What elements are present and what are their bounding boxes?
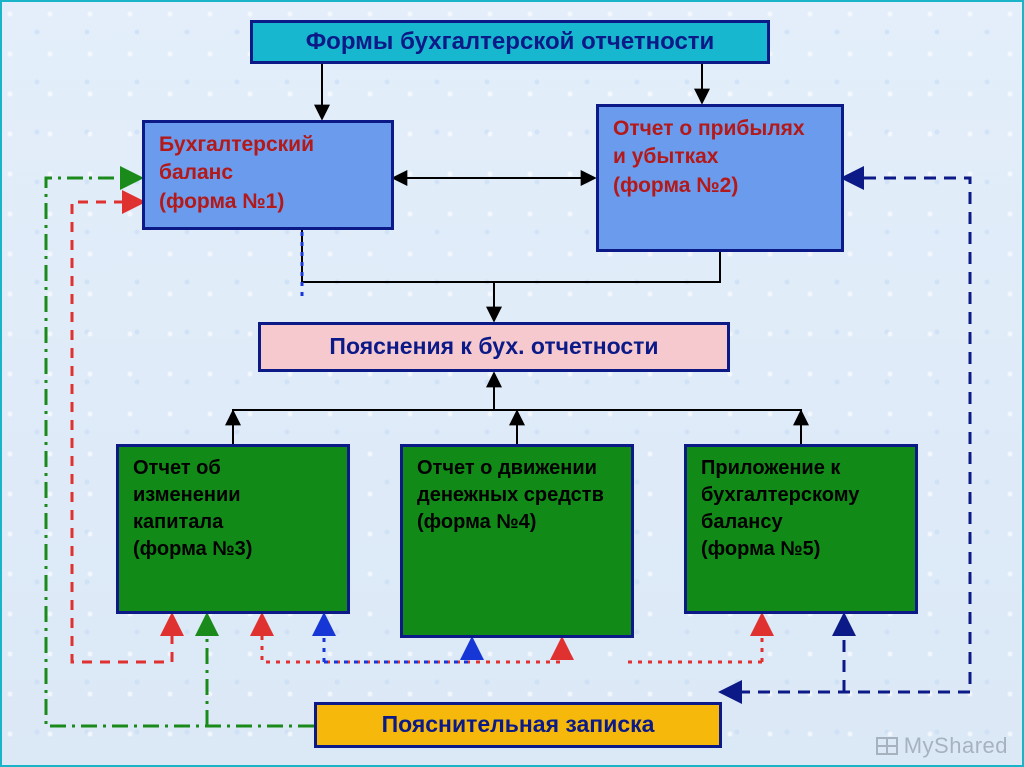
node-form5-label: Приложение к бухгалтерскому балансу (фор…	[701, 457, 859, 560]
node-form2-label: Отчет о прибылях и убытках (форма №2)	[613, 117, 805, 197]
node-explain: Пояснения к бух. отчетности	[258, 322, 730, 372]
node-note-label: Пояснительная записка	[382, 709, 655, 740]
node-form3-label: Отчет об изменении капитала (форма №3)	[133, 457, 252, 560]
node-form5: Приложение к бухгалтерскому балансу (фор…	[684, 444, 918, 614]
node-explain-label: Пояснения к бух. отчетности	[329, 331, 658, 362]
node-form2: Отчет о прибылях и убытках (форма №2)	[596, 104, 844, 252]
watermark-icon	[876, 737, 898, 755]
node-form1-label: Бухгалтерский баланс (форма №1)	[159, 133, 314, 213]
node-form4-label: Отчет о движении денежных средств (форма…	[417, 457, 604, 533]
diagram-stage: Формы бухгалтерской отчетности Бухгалтер…	[0, 0, 1024, 767]
node-form4: Отчет о движении денежных средств (форма…	[400, 444, 634, 638]
edge-layer	[2, 2, 1024, 767]
watermark: MyShared	[876, 733, 1008, 759]
node-title: Формы бухгалтерской отчетности	[250, 20, 770, 64]
node-title-label: Формы бухгалтерской отчетности	[306, 26, 715, 58]
node-form3: Отчет об изменении капитала (форма №3)	[116, 444, 350, 614]
node-form1: Бухгалтерский баланс (форма №1)	[142, 120, 394, 230]
node-note: Пояснительная записка	[314, 702, 722, 748]
watermark-text: MyShared	[904, 733, 1008, 759]
